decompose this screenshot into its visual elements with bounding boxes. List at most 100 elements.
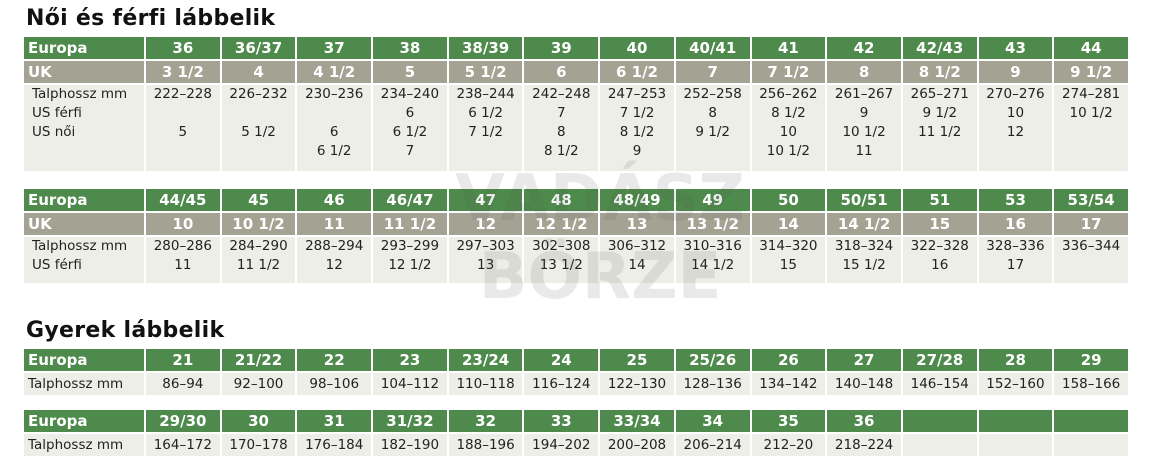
talphossz-value: 182–190 <box>373 434 447 456</box>
uk-row-cell: 6 <box>524 61 599 83</box>
talphossz-value: 284–290 <box>229 238 288 254</box>
talphossz-value: 146–154 <box>902 373 977 395</box>
europa-row-cell: 34 <box>675 410 750 432</box>
talphossz-value: 170–178 <box>221 434 296 456</box>
europa-row-cell: 36 <box>146 37 220 59</box>
europa-row-label: Europa <box>24 37 144 59</box>
us-noi-value: 8 <box>557 124 566 140</box>
europa-row-cell: 53 <box>978 189 1053 211</box>
us-noi-value: 11 1/2 <box>918 124 962 140</box>
europa-row-cell: 48/49 <box>600 189 674 211</box>
us-noi-value: 10 1/2 <box>842 124 886 140</box>
europa-row-cell: 42/43 <box>902 37 977 59</box>
europa-row-cell: 32 <box>448 410 523 432</box>
talphossz-value: 152–160 <box>978 373 1053 395</box>
us-noi-value: 10 <box>779 124 797 140</box>
talphossz-value: 226–232 <box>229 86 288 102</box>
talphossz-value: 222–228 <box>153 86 212 102</box>
talphossz-value: 310–316 <box>683 238 742 254</box>
size-column-values: 226–232 5 1/2 <box>221 85 296 171</box>
us-noi-value: 7 <box>405 143 415 159</box>
europa-row-cell: 23 <box>373 349 447 371</box>
talphossz-value: 116–124 <box>524 373 599 395</box>
us-noi-value: 8 1/2 <box>619 124 655 140</box>
europa-row-cell: 31 <box>297 410 372 432</box>
talphossz-value: 293–299 <box>380 238 440 254</box>
europa-row-cell: 31/32 <box>373 410 447 432</box>
size-column-values: 270–276 10 12 <box>978 85 1053 171</box>
size-column-values: 252–258 8 9 1/2 <box>675 85 750 171</box>
uk-row-cell: 14 1/2 <box>827 213 901 235</box>
talphossz-value: 306–312 <box>607 238 667 254</box>
uk-row-cell: 8 1/2 <box>902 61 977 83</box>
size-column-values: 230–236 6 6 1/2 <box>297 85 372 171</box>
talphossz-value: 212–20 <box>751 434 826 456</box>
europa-row-cell: 51 <box>902 189 977 211</box>
europa-row-cell: 50 <box>751 189 826 211</box>
size-column-values: 274–281 10 1/2 <box>1054 85 1128 171</box>
row-label: US női <box>32 124 76 140</box>
size-column-values: 288–294 12 <box>297 237 372 283</box>
us-noi-value: 6 <box>329 124 339 140</box>
talphossz-value: 297–303 <box>456 238 515 254</box>
women-men-size-table-2: Europa 44/45 45 46 46/47 47 48 48/49 49 50 50/51 51… <box>24 189 1128 283</box>
us-ferfi-value: 7 1/2 <box>619 105 655 121</box>
talphossz-value: 110–118 <box>448 373 523 395</box>
europa-row-cell: 28 <box>978 349 1053 371</box>
uk-row-cell: 4 1/2 <box>297 61 372 83</box>
uk-row-label: UK <box>24 61 144 83</box>
size-column-values: 280–286 11 <box>146 237 220 283</box>
uk-row-label: UK <box>24 213 144 235</box>
europa-row-cell: 45 <box>221 189 296 211</box>
europa-row-cell: 30 <box>221 410 296 432</box>
row-labels: Talphossz mm US férfi <box>24 237 144 283</box>
europa-row-cell: 27/28 <box>902 349 977 371</box>
size-column-values: 306–312 14 <box>600 237 674 283</box>
uk-row-cell: 7 1/2 <box>751 61 826 83</box>
size-column-values: 256–262 8 1/2 10 10 1/2 <box>751 85 826 171</box>
us-noi-value: 6 1/2 <box>392 124 428 140</box>
europa-row-cell: 26 <box>751 349 826 371</box>
size-column-values: 328–336 17 <box>978 237 1053 283</box>
row-labels: Talphossz mm US férfi US női <box>24 85 144 171</box>
europa-row-cell: 36/37 <box>221 37 296 59</box>
uk-row-cell: 10 1/2 <box>221 213 296 235</box>
row-label: Talphossz mm <box>32 238 128 254</box>
talphossz-value: 92–100 <box>221 373 296 395</box>
row-label: Talphossz mm <box>32 86 128 102</box>
size-column-values: 222–228 5 <box>146 85 220 171</box>
us-noi-value: 9 <box>632 143 642 159</box>
europa-row-empty-cell <box>978 410 1053 432</box>
uk-row-cell: 4 <box>221 61 296 83</box>
talphossz-value: 238–244 <box>456 86 515 102</box>
europa-row-cell: 39 <box>524 37 599 59</box>
uk-row-cell: 14 <box>751 213 826 235</box>
size-column-values: 247–253 7 1/2 8 1/2 9 <box>600 85 674 171</box>
europa-row-cell: 38/39 <box>448 37 523 59</box>
size-column-values: 302–308 13 1/2 <box>524 237 599 283</box>
talphossz-value: 280–286 <box>153 238 212 254</box>
talphossz-value: 288–294 <box>305 238 364 254</box>
size-column-values: 284–290 11 1/2 <box>221 237 296 283</box>
europa-row-cell: 27 <box>827 349 901 371</box>
talphossz-value: 318–324 <box>834 238 894 254</box>
uk-row-cell: 9 <box>978 61 1053 83</box>
talphossz-value: 98–106 <box>297 373 372 395</box>
europa-row-cell: 21 <box>146 349 220 371</box>
talphossz-value: 256–262 <box>759 86 818 102</box>
us-ferfi-value: 12 <box>325 257 343 273</box>
talphossz-value: 322–328 <box>910 238 969 254</box>
us-ferfi-value: 12 1/2 <box>388 257 432 273</box>
talphossz-value: 134–142 <box>751 373 826 395</box>
uk-row-cell: 15 <box>902 213 977 235</box>
europa-row-empty-cell <box>1054 410 1128 432</box>
europa-row-label: Europa <box>24 189 144 211</box>
europa-row-cell: 35 <box>751 410 826 432</box>
talphossz-value: 336–344 <box>1061 238 1121 254</box>
europa-row-cell: 33/34 <box>600 410 674 432</box>
talphossz-value: 274–281 <box>1061 86 1121 102</box>
us-ferfi-value: 11 <box>174 257 192 273</box>
size-column-values: 322–328 16 <box>902 237 977 283</box>
uk-row-cell: 16 <box>978 213 1053 235</box>
europa-row-empty-cell <box>902 410 977 432</box>
